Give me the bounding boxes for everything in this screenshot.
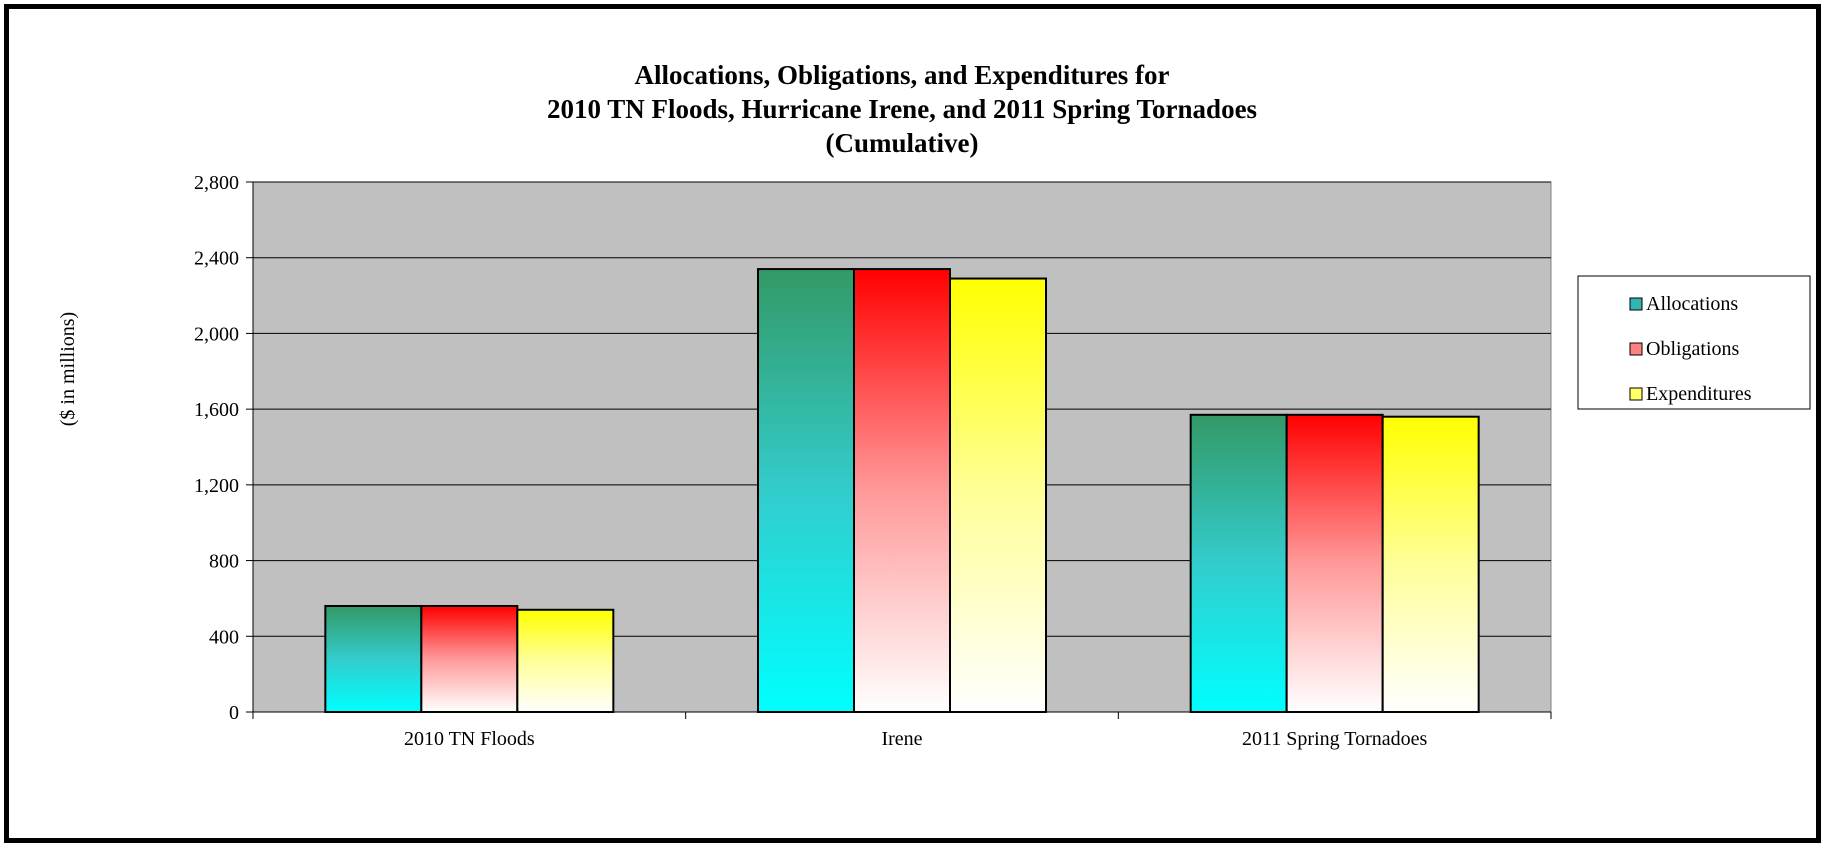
bar-obligations-1	[853, 268, 951, 713]
bar-expenditures-2	[1381, 415, 1480, 713]
y-tick-label: 1,200	[194, 475, 239, 497]
legend-label-expenditures: Expenditures	[1646, 383, 1752, 405]
legend-label-obligations: Obligations	[1646, 338, 1740, 360]
chart-title-line-1: Allocations, Obligations, and Expenditur…	[634, 60, 1169, 90]
legend-swatch-expenditures	[1629, 387, 1643, 401]
y-axis-label: ($ in millions)	[57, 312, 79, 426]
bar-allocations-2	[1189, 413, 1288, 713]
bar-expenditures-1	[949, 277, 1047, 713]
x-category-label: Irene	[881, 728, 922, 750]
legend: Allocations Obligations Expenditures	[1577, 275, 1811, 410]
y-tick-label: 2,800	[194, 172, 239, 194]
y-tick-label: 0	[229, 702, 239, 724]
y-tick-label: 2,000	[194, 323, 239, 345]
chart-title-line-2: 2010 TN Floods, Hurricane Irene, and 201…	[547, 94, 1257, 124]
legend-swatch-obligations	[1629, 342, 1643, 356]
y-tick-label: 1,600	[194, 399, 239, 421]
bars-group	[324, 268, 1480, 713]
bar-allocations-0	[324, 605, 423, 713]
y-tick-label: 400	[209, 626, 239, 648]
legend-swatch-allocations	[1629, 297, 1643, 311]
bar-expenditures-0	[516, 608, 615, 713]
y-tick-label: 2,400	[194, 248, 239, 270]
x-category-label: 2011 Spring Tornadoes	[1242, 728, 1427, 750]
legend-box	[1577, 275, 1811, 410]
x-category-label: 2010 TN Floods	[404, 728, 535, 750]
y-tick-label: 800	[209, 551, 239, 573]
bar-obligations-0	[420, 605, 519, 713]
chart-title-line-3: (Cumulative)	[826, 128, 979, 158]
bar-obligations-2	[1285, 413, 1384, 713]
axes-group: 0 400 800 1,200 1,600 2,000 2,400 2,800 2010 TN …	[194, 172, 1552, 750]
legend-label-allocations: Allocations	[1646, 293, 1738, 315]
bar-allocations-1	[757, 268, 855, 713]
